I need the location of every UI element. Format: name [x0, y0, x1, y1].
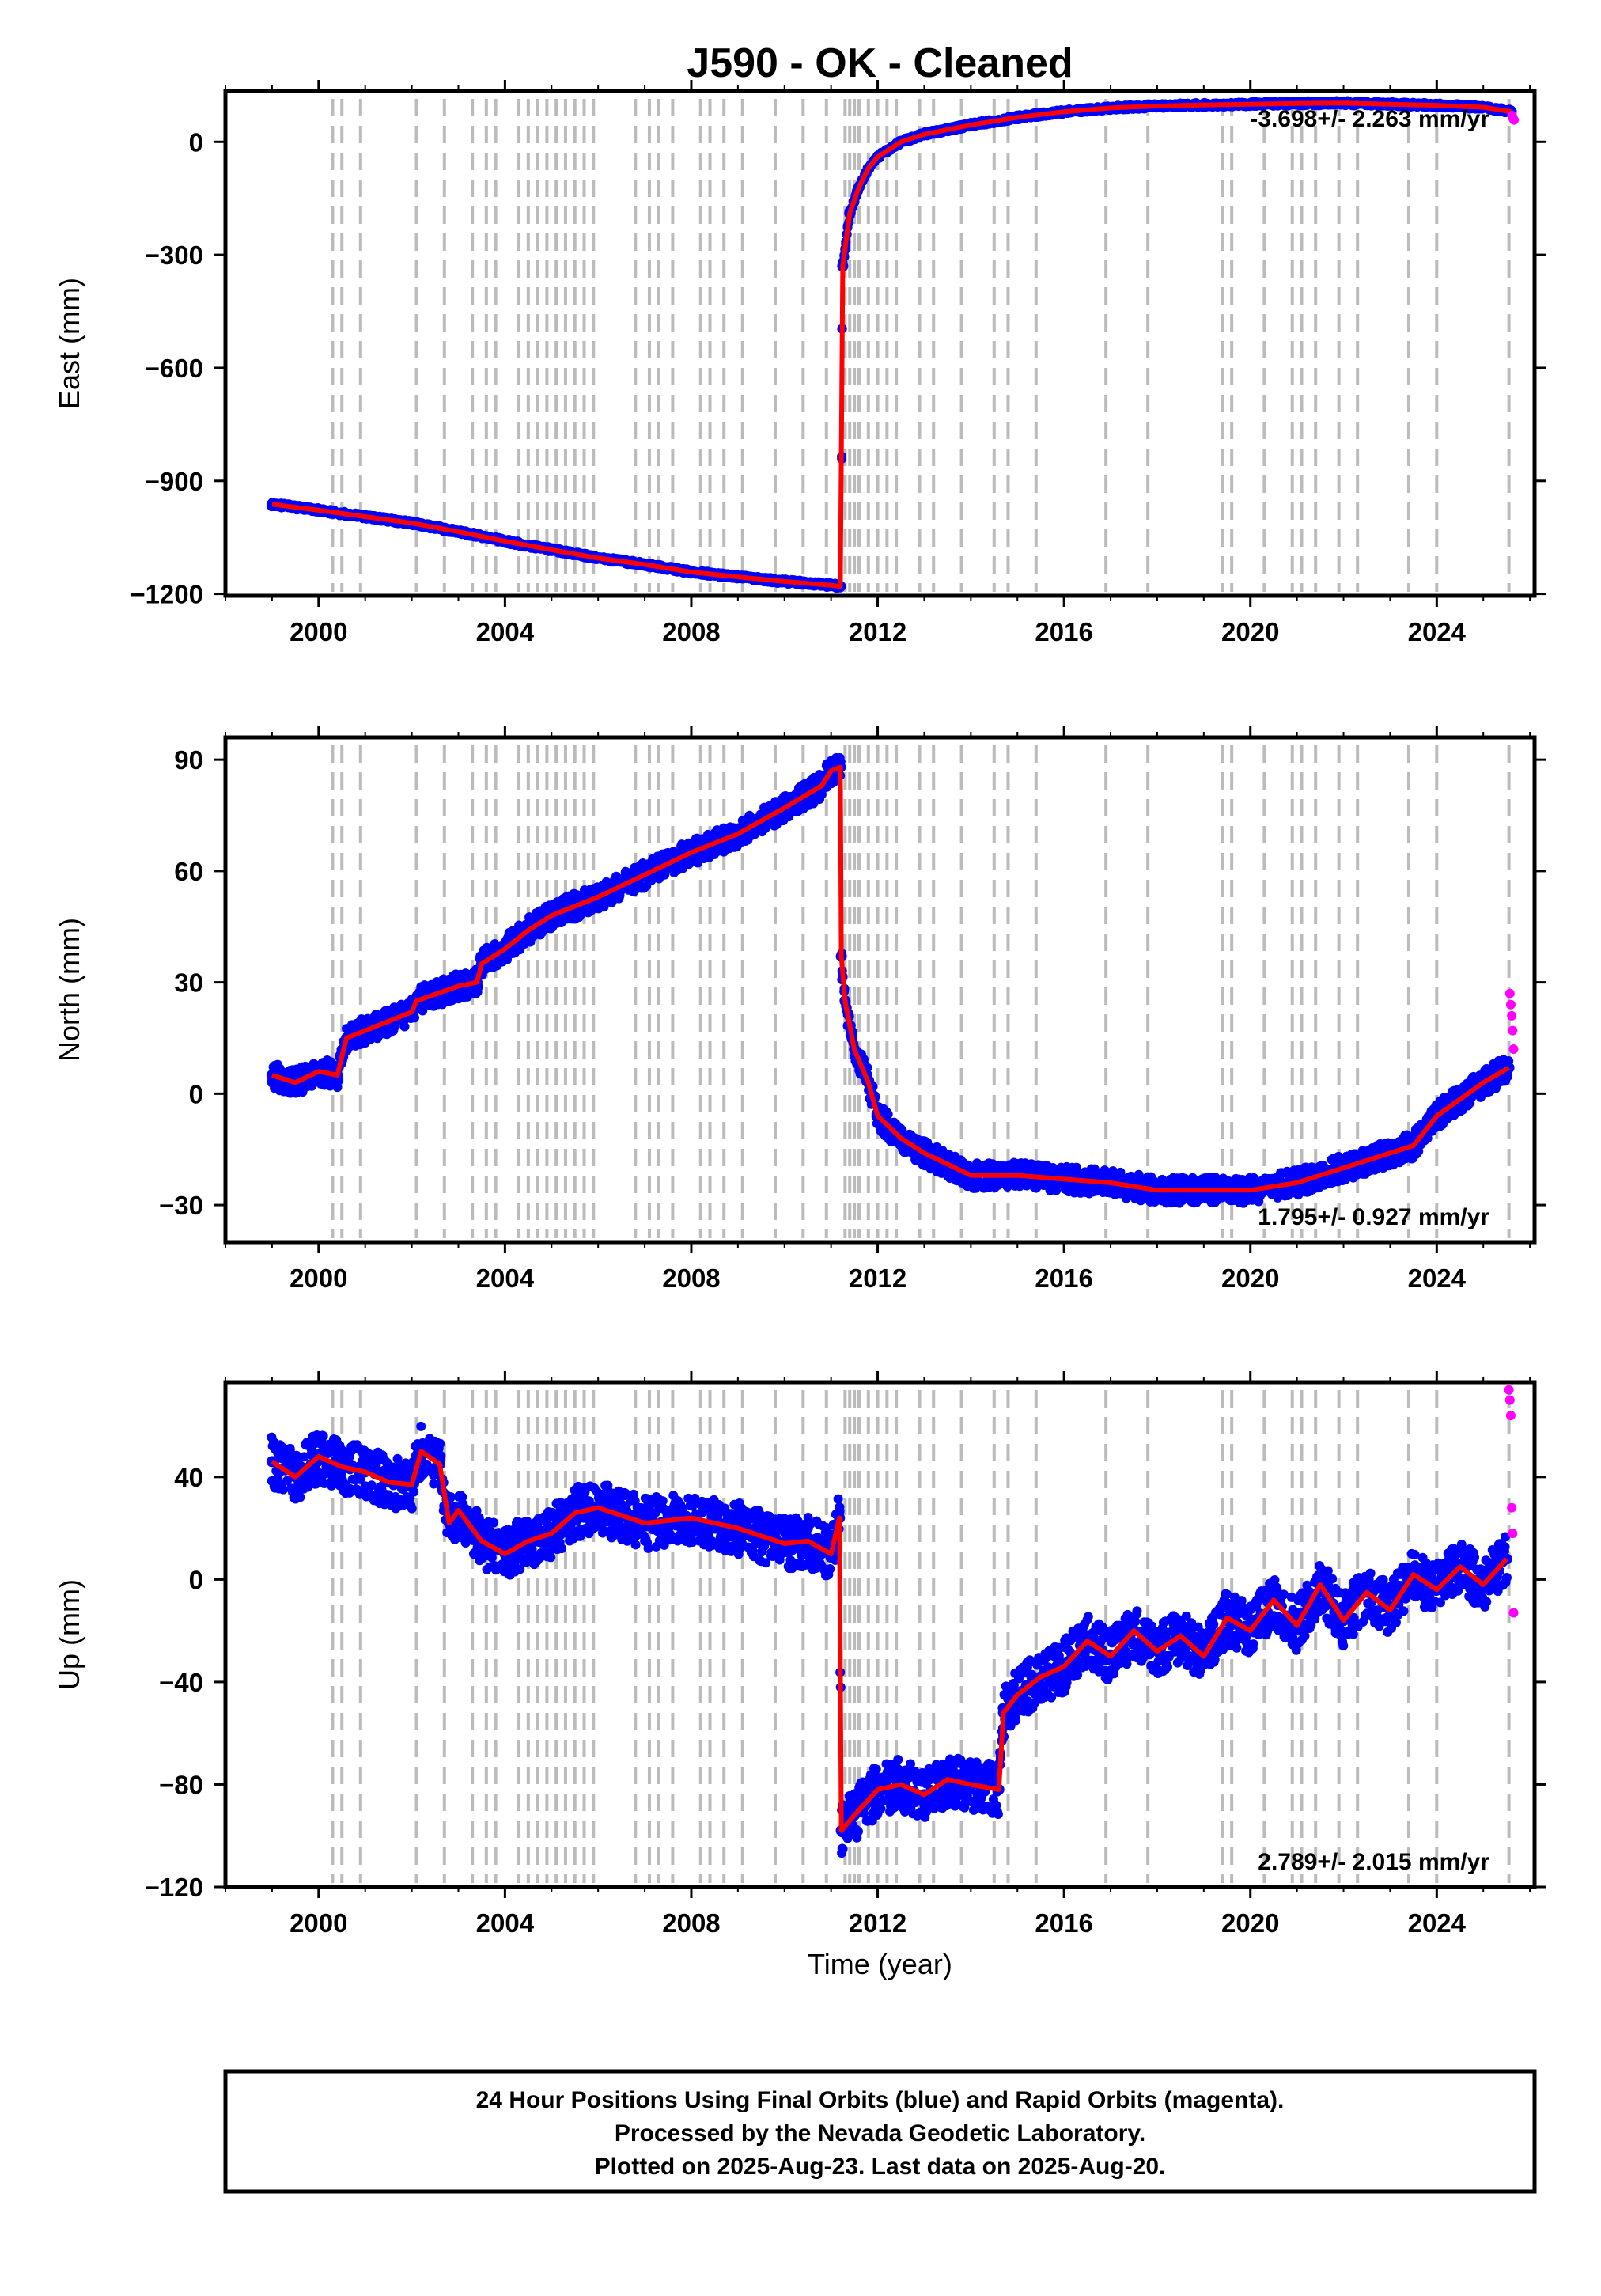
data-point [883, 1109, 893, 1120]
y-tick-label: −300 [145, 241, 203, 270]
x-tick-label: 2008 [662, 617, 720, 646]
x-tick-label: 2012 [849, 617, 906, 646]
y-tick-label: −1200 [130, 580, 203, 609]
x-tick-label: 2024 [1408, 617, 1467, 646]
y-tick-label: −900 [145, 467, 203, 496]
panel-north: 2000 2004 2008 2012 2016 2020 2024−300306090No… [53, 726, 1546, 1293]
model-line [271, 100, 1512, 589]
x-tick-label: 2020 [1221, 617, 1279, 646]
rapid-point [1509, 115, 1520, 125]
chart-title: J590 - OK - Cleaned [687, 40, 1073, 86]
y-tick-label: −600 [145, 354, 203, 383]
panel-east: 2000 2004 2008 2012 2016 2020 2024 −1200 −900 −60… [53, 80, 1546, 646]
rapid-orbit-points [1507, 110, 1520, 125]
rate-label: -3.698+/- 2.263 mm/yr [1250, 106, 1489, 132]
x-tick-label: 2000 [290, 617, 347, 646]
y-tick-label: 0 [189, 127, 203, 157]
x-tick-label: 2016 [1035, 617, 1092, 646]
x-tick-label: 2004 [476, 617, 535, 646]
final-orbit-points [266, 752, 1515, 1208]
y-axis-label: East (mm) [53, 278, 85, 409]
data-point [399, 1021, 410, 1032]
panels: 2000 2004 2008 2012 2016 2020 2024 −1200 −900 −60… [53, 80, 1546, 1938]
final-orbit-points [266, 96, 1517, 593]
event-lines [331, 99, 1511, 592]
